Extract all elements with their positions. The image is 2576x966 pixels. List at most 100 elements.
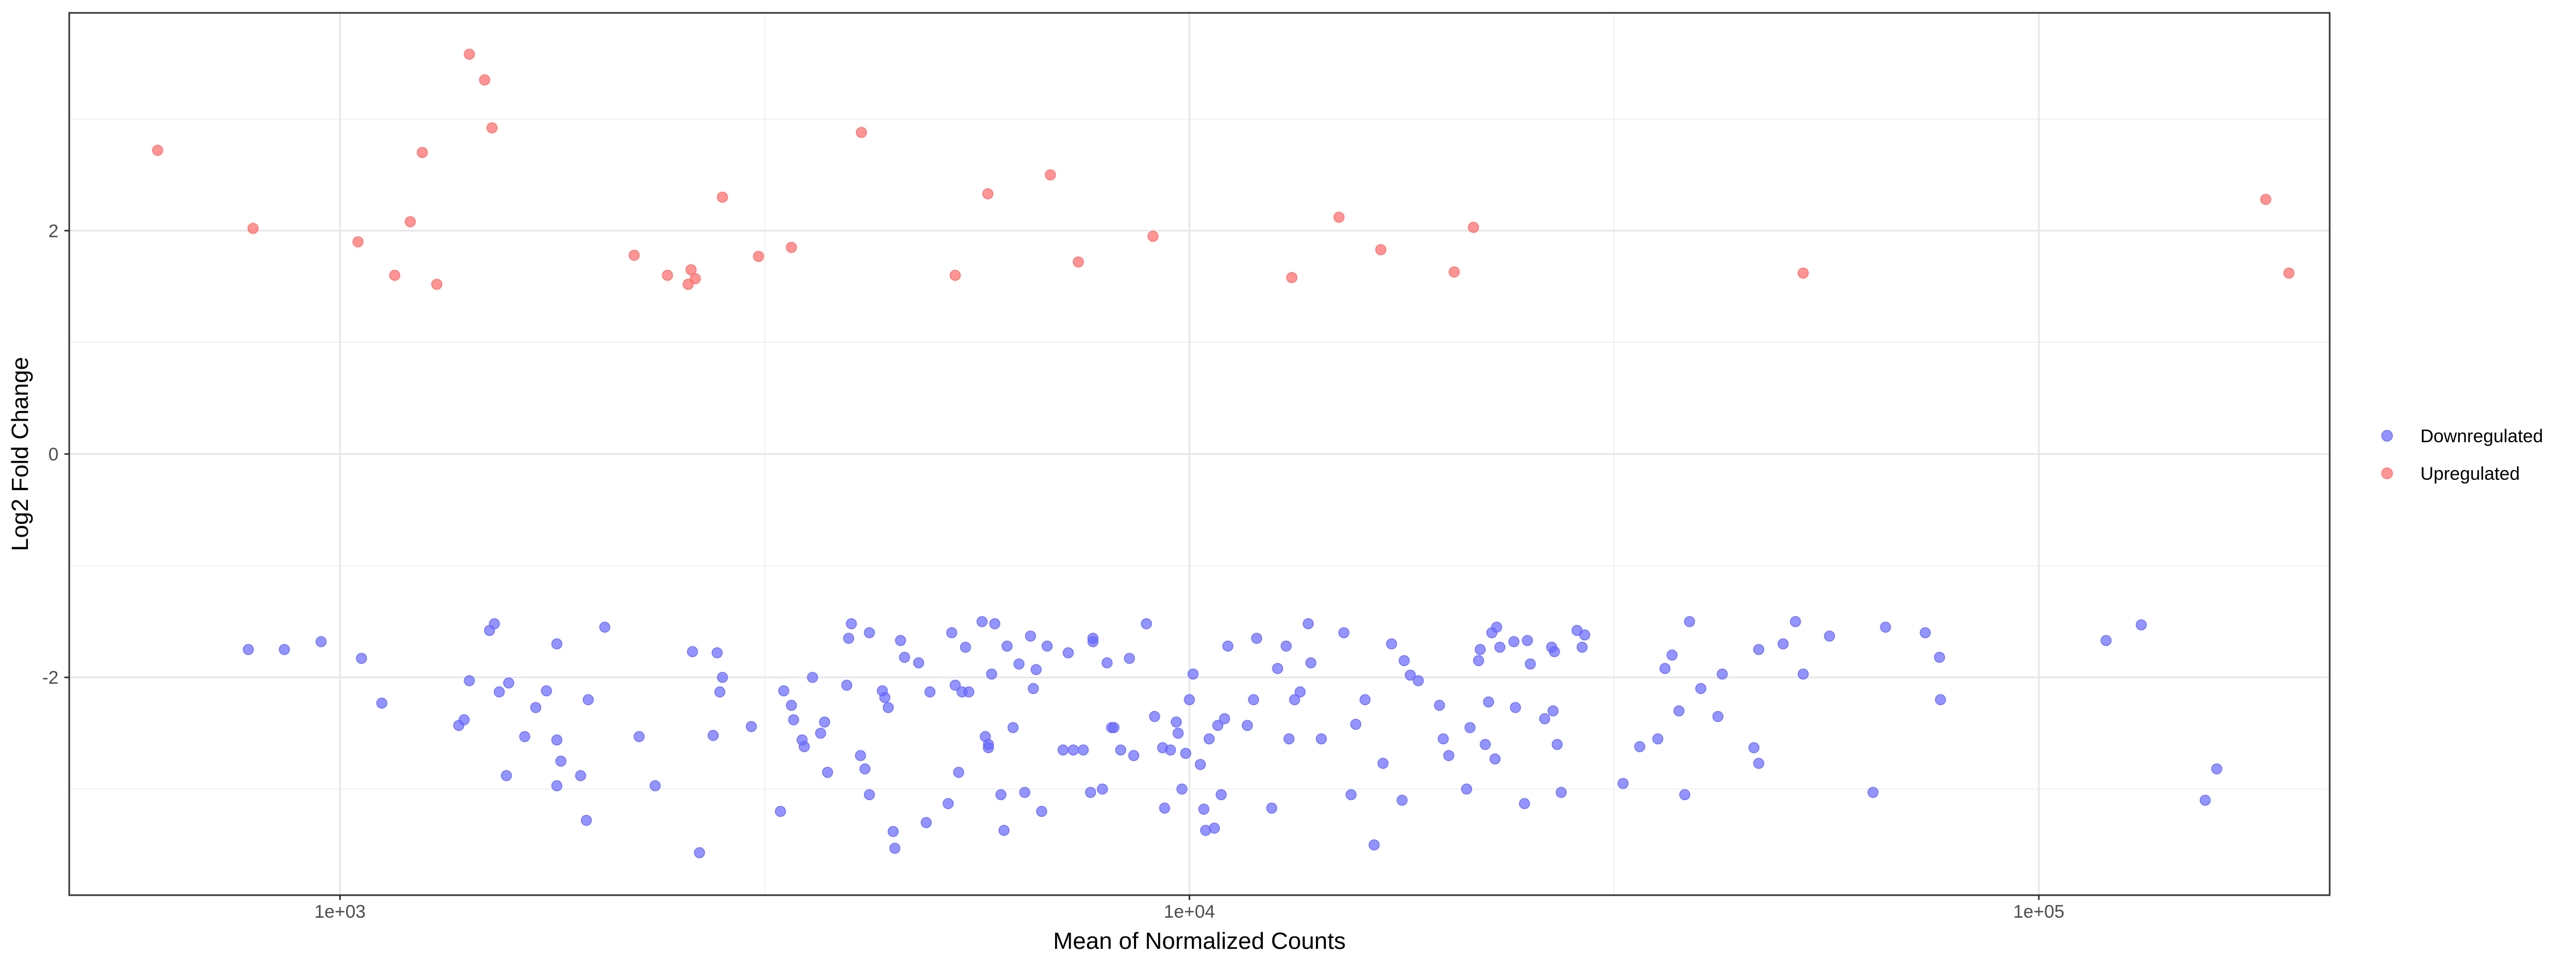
data-point — [863, 627, 875, 639]
data-point — [551, 638, 562, 650]
data-point — [1219, 713, 1231, 724]
data-point — [963, 686, 975, 698]
data-point — [1753, 758, 1765, 769]
legend-label: Upregulated — [2420, 464, 2520, 484]
data-point — [1468, 222, 1479, 233]
data-point — [152, 144, 163, 156]
data-point — [1180, 748, 1191, 759]
data-point — [1286, 272, 1298, 283]
data-point — [2135, 619, 2147, 631]
data-point — [1377, 758, 1389, 769]
x-tick-label: 1e+03 — [314, 902, 366, 922]
data-point — [247, 223, 259, 234]
data-point — [464, 48, 475, 60]
y-axis-ticks: -2 0 2 — [42, 221, 69, 688]
data-point — [707, 730, 719, 741]
data-point — [1063, 647, 1074, 658]
data-point — [599, 621, 611, 633]
data-point — [501, 770, 512, 781]
data-point — [913, 657, 925, 669]
data-point — [1448, 266, 1460, 278]
data-point — [555, 756, 567, 767]
data-point — [1483, 696, 1494, 708]
data-point — [1067, 744, 1079, 756]
data-point — [1679, 789, 1690, 800]
data-point — [1251, 633, 1262, 644]
data-point — [899, 652, 910, 663]
data-point — [982, 188, 993, 200]
data-point — [1195, 759, 1206, 770]
data-point — [1934, 652, 1945, 663]
data-point — [986, 668, 997, 680]
data-point — [530, 702, 541, 713]
data-point — [1187, 668, 1199, 680]
data-point — [1434, 699, 1445, 711]
data-point — [1333, 211, 1345, 223]
data-point — [745, 721, 757, 733]
data-point — [822, 766, 833, 778]
data-point — [1338, 627, 1350, 639]
data-point — [352, 236, 364, 247]
data-point — [1359, 694, 1371, 706]
data-point — [1552, 738, 1563, 750]
data-point — [243, 643, 254, 655]
data-point — [1867, 787, 1879, 798]
data-point — [1007, 722, 1019, 734]
data-point — [1184, 694, 1195, 706]
data-point — [1170, 716, 1182, 728]
legend-item-upregulated: Upregulated — [2381, 464, 2520, 484]
data-point — [1128, 750, 1139, 762]
data-point — [895, 635, 906, 646]
data-point — [942, 798, 954, 809]
data-point — [1057, 744, 1069, 756]
data-point — [1108, 722, 1119, 734]
data-point — [1555, 787, 1567, 798]
data-point — [1368, 839, 1380, 851]
data-point — [1165, 744, 1176, 756]
data-point — [1489, 753, 1501, 765]
data-point — [1030, 664, 1042, 675]
data-point — [716, 192, 728, 203]
data-point — [2260, 194, 2272, 205]
data-point — [1216, 789, 1227, 800]
data-point — [1480, 738, 1491, 750]
data-point — [416, 147, 428, 158]
data-point — [1024, 630, 1036, 642]
data-point — [716, 671, 728, 683]
y-axis-title: Log2 Fold Change — [7, 357, 33, 551]
data-point — [1085, 787, 1096, 798]
data-point — [1222, 640, 1234, 652]
data-point — [889, 843, 901, 854]
data-point — [920, 817, 932, 828]
data-point — [2101, 635, 2112, 646]
data-point — [1315, 733, 1327, 744]
data-point — [863, 789, 875, 800]
data-point — [976, 616, 988, 627]
data-point — [786, 699, 797, 711]
data-point — [1634, 741, 1645, 752]
data-point — [1101, 657, 1113, 669]
data-point — [1036, 806, 1048, 817]
data-point — [1096, 784, 1108, 795]
data-point — [859, 763, 870, 775]
data-point — [662, 269, 674, 281]
data-point — [694, 847, 705, 859]
data-point — [1474, 643, 1486, 655]
data-point — [687, 646, 698, 657]
data-point — [1576, 641, 1588, 653]
data-point — [953, 766, 964, 778]
data-point — [1149, 711, 1160, 722]
data-point — [1283, 733, 1295, 744]
data-point — [983, 738, 994, 750]
data-point — [843, 633, 854, 644]
data-point — [1124, 653, 1135, 664]
data-point — [1684, 616, 1695, 627]
data-point — [1241, 720, 1253, 731]
data-point — [1399, 655, 1410, 667]
data-point — [685, 264, 697, 275]
data-point — [1073, 256, 1084, 268]
series-downregulated-points — [243, 616, 2222, 859]
data-point — [582, 694, 594, 706]
data-point — [819, 716, 830, 728]
y-tick-label: -2 — [42, 668, 58, 688]
